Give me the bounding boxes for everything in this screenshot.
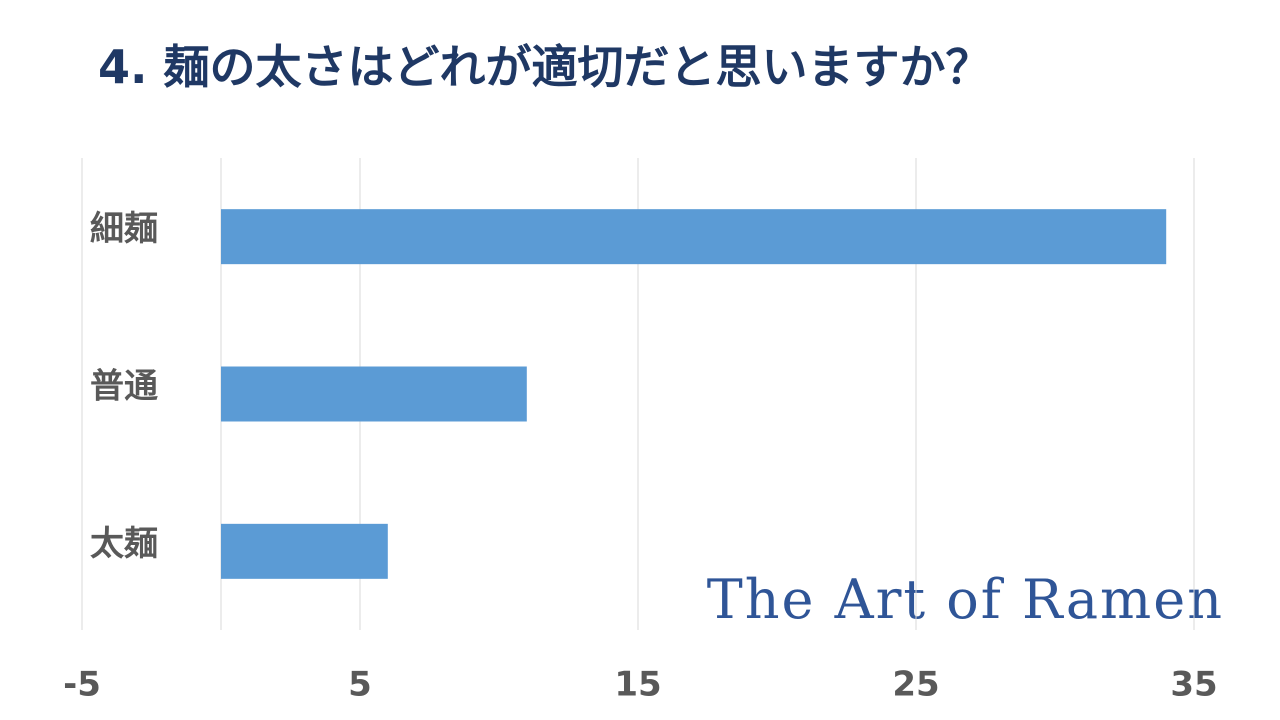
y-tick-label: 太麺 [90, 524, 158, 564]
x-tick-label: 15 [614, 665, 661, 705]
watermark: The Art of Ramen [707, 568, 1224, 631]
x-tick-label: 5 [348, 665, 372, 705]
bar [221, 209, 1167, 265]
x-tick-label: 35 [1170, 665, 1217, 705]
chart-title: 4. 麺の太さはどれが適切だと思いますか？ [98, 40, 992, 94]
bar [221, 366, 527, 422]
y-tick-label: 普通 [90, 367, 158, 407]
y-tick-label: 細麺 [90, 209, 158, 249]
x-tick-label: 25 [892, 665, 939, 705]
x-tick-label: -5 [63, 665, 101, 705]
bar [221, 523, 388, 579]
